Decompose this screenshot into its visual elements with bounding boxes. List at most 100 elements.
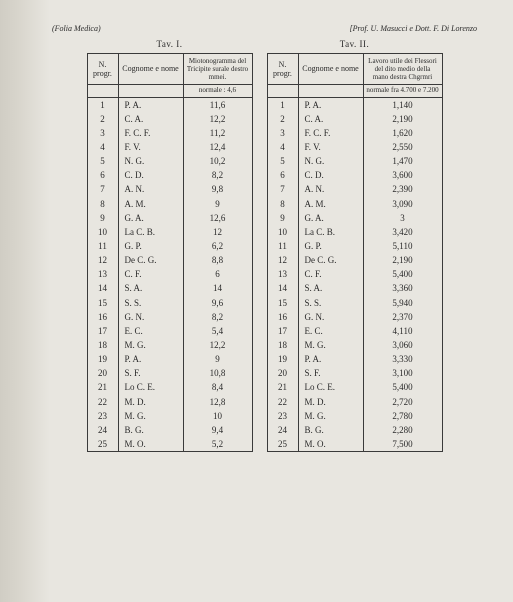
- cell-n: 14: [267, 281, 298, 295]
- cell-value: 5,400: [363, 267, 442, 281]
- cell-value: 3,100: [363, 366, 442, 380]
- cell-name: Lo C. E.: [298, 380, 363, 394]
- cell-value: 11,2: [183, 126, 252, 140]
- table-row: 13C. F.6: [87, 267, 252, 281]
- cell-name: B. G.: [118, 423, 183, 437]
- cell-n: 18: [267, 338, 298, 352]
- cell-name: M. G.: [118, 338, 183, 352]
- page: (Folia Medica) [Prof. U. Masucci e Dott.…: [0, 0, 513, 602]
- table-row: 12De C. G.2,190: [267, 253, 442, 267]
- table-row: 15S. S.5,940: [267, 296, 442, 310]
- cell-value: 10: [183, 409, 252, 423]
- table-row: 1P. A.1,140: [267, 97, 442, 112]
- table-row: 23M. G.2,780: [267, 409, 442, 423]
- cell-value: 8,4: [183, 380, 252, 394]
- tav1-header-row: N. progr. Cognome e nome Miotonogramma d…: [87, 54, 252, 85]
- cell-value: 11,6: [183, 97, 252, 112]
- tav1-col-n: N. progr.: [87, 54, 118, 85]
- cell-name: F. C. F.: [118, 126, 183, 140]
- cell-name: P. A.: [298, 352, 363, 366]
- cell-value: 6: [183, 267, 252, 281]
- tav1-sub-value: normale : 4,6: [183, 85, 252, 97]
- cell-name: A. M.: [118, 197, 183, 211]
- cell-name: M. G.: [298, 338, 363, 352]
- table-row: 1P. A.11,6: [87, 97, 252, 112]
- cell-name: A. M.: [298, 197, 363, 211]
- cell-name: A. N.: [118, 182, 183, 196]
- cell-value: 1,470: [363, 154, 442, 168]
- cell-n: 25: [267, 437, 298, 452]
- cell-name: S. S.: [118, 296, 183, 310]
- cell-name: N. G.: [118, 154, 183, 168]
- page-header: (Folia Medica) [Prof. U. Masucci e Dott.…: [48, 24, 481, 33]
- cell-value: 5,940: [363, 296, 442, 310]
- tav2-header-row: N. progr. Cognome e nome Lavoro utile de…: [267, 54, 442, 85]
- cell-value: 9,6: [183, 296, 252, 310]
- tav2-col-name: Cognome e nome: [298, 54, 363, 85]
- table-row: 14S. A.3,360: [267, 281, 442, 295]
- cell-n: 5: [87, 154, 118, 168]
- cell-n: 6: [267, 168, 298, 182]
- cell-n: 15: [87, 296, 118, 310]
- cell-n: 21: [267, 380, 298, 394]
- cell-n: 2: [87, 112, 118, 126]
- cell-name: C. F.: [298, 267, 363, 281]
- tav1-body: 1P. A.11,62C. A.12,23F. C. F.11,24F. V.1…: [87, 97, 252, 452]
- cell-value: 8,8: [183, 253, 252, 267]
- cell-n: 12: [87, 253, 118, 267]
- table-row: 20S. F.3,100: [267, 366, 442, 380]
- header-right: [Prof. U. Masucci e Dott. F. Di Lorenzo: [350, 24, 477, 33]
- cell-n: 17: [87, 324, 118, 338]
- cell-name: F. V.: [118, 140, 183, 154]
- table-row: 7A. N.2,390: [267, 182, 442, 196]
- cell-name: S. F.: [298, 366, 363, 380]
- tables-container: Tav. I. N. progr. Cognome e nome Miotono…: [48, 39, 481, 452]
- cell-n: 23: [87, 409, 118, 423]
- cell-n: 11: [87, 239, 118, 253]
- tav1-col-name: Cognome e nome: [118, 54, 183, 85]
- cell-name: De C. G.: [118, 253, 183, 267]
- table-row: 3F. C. F.1,620: [267, 126, 442, 140]
- cell-value: 9,4: [183, 423, 252, 437]
- cell-name: P. A.: [118, 352, 183, 366]
- cell-name: P. A.: [298, 97, 363, 112]
- cell-n: 3: [267, 126, 298, 140]
- table-row: 16G. N.8,2: [87, 310, 252, 324]
- cell-name: De C. G.: [298, 253, 363, 267]
- cell-name: F. V.: [298, 140, 363, 154]
- cell-value: 3: [363, 211, 442, 225]
- cell-value: 12,6: [183, 211, 252, 225]
- cell-value: 10,8: [183, 366, 252, 380]
- cell-n: 13: [267, 267, 298, 281]
- cell-name: La C. B.: [118, 225, 183, 239]
- cell-value: 2,370: [363, 310, 442, 324]
- cell-n: 18: [87, 338, 118, 352]
- cell-name: S. F.: [118, 366, 183, 380]
- cell-n: 4: [87, 140, 118, 154]
- cell-name: C. F.: [118, 267, 183, 281]
- table-row: 9G. A.3: [267, 211, 442, 225]
- table-row: 3F. C. F.11,2: [87, 126, 252, 140]
- table-row: 6C. D.3,600: [267, 168, 442, 182]
- cell-value: 4,110: [363, 324, 442, 338]
- cell-value: 14: [183, 281, 252, 295]
- cell-name: F. C. F.: [298, 126, 363, 140]
- table-row: 12De C. G.8,8: [87, 253, 252, 267]
- cell-value: 1,140: [363, 97, 442, 112]
- cell-n: 19: [267, 352, 298, 366]
- table-row: 4F. V.12,4: [87, 140, 252, 154]
- table-row: 19P. A.9: [87, 352, 252, 366]
- cell-name: P. A.: [118, 97, 183, 112]
- cell-n: 8: [87, 197, 118, 211]
- cell-value: 5,4: [183, 324, 252, 338]
- cell-n: 14: [87, 281, 118, 295]
- cell-value: 2,780: [363, 409, 442, 423]
- table-row: 8A. M.3,090: [267, 197, 442, 211]
- table-row: 11G. P.5,110: [267, 239, 442, 253]
- cell-n: 19: [87, 352, 118, 366]
- cell-value: 8,2: [183, 168, 252, 182]
- cell-value: 2,550: [363, 140, 442, 154]
- table-row: 18M. G.3,060: [267, 338, 442, 352]
- cell-name: C. A.: [298, 112, 363, 126]
- cell-name: B. G.: [298, 423, 363, 437]
